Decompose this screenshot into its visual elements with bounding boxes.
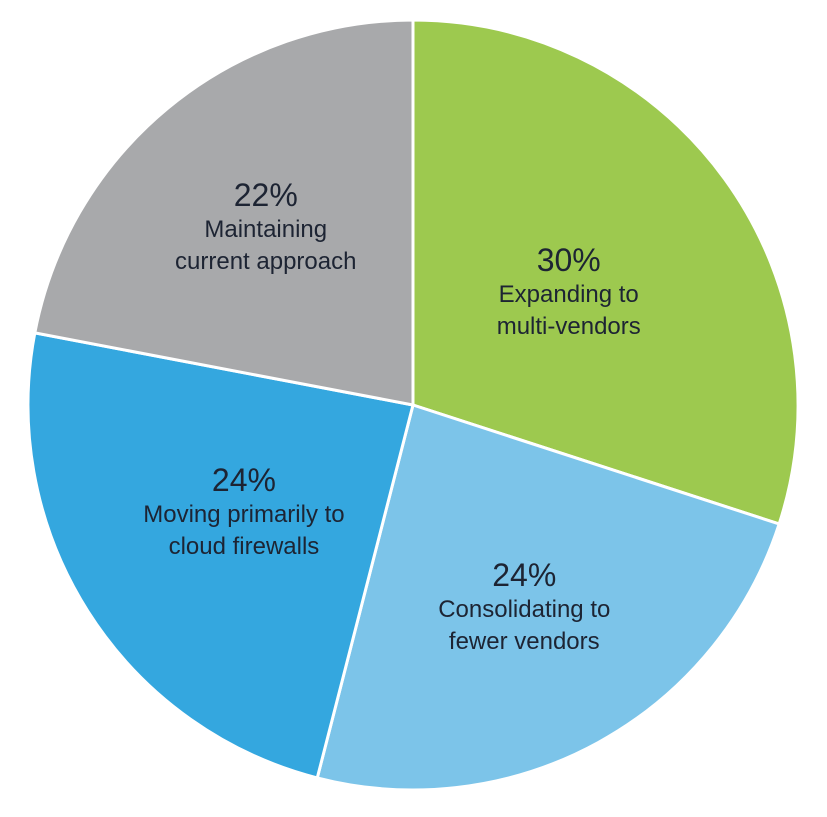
- pie-slice: [411, 18, 800, 526]
- slice-label: 24% Consolidating to fewer vendors: [394, 556, 654, 658]
- category-label: Consolidating to fewer vendors: [438, 596, 611, 656]
- value-label: 24%: [492, 557, 557, 594]
- category-label: Expanding to multi-vendors: [496, 280, 641, 340]
- value-label: 24%: [211, 462, 276, 499]
- slice-label: 24% Moving primarily to cloud firewalls: [114, 461, 374, 563]
- pie-slice: [315, 403, 782, 792]
- pie-slice: [26, 331, 415, 780]
- category-label: Moving primarily to cloud firewalls: [143, 501, 345, 561]
- category-label: Maintaining current approach: [175, 216, 357, 275]
- value-label: 30%: [536, 241, 601, 278]
- value-label: 22%: [233, 177, 298, 213]
- pie-slice: [33, 18, 415, 407]
- slice-label: 22% Maintaining current approach: [136, 176, 396, 278]
- slice-label: 30% Expanding to multi-vendors: [439, 241, 699, 343]
